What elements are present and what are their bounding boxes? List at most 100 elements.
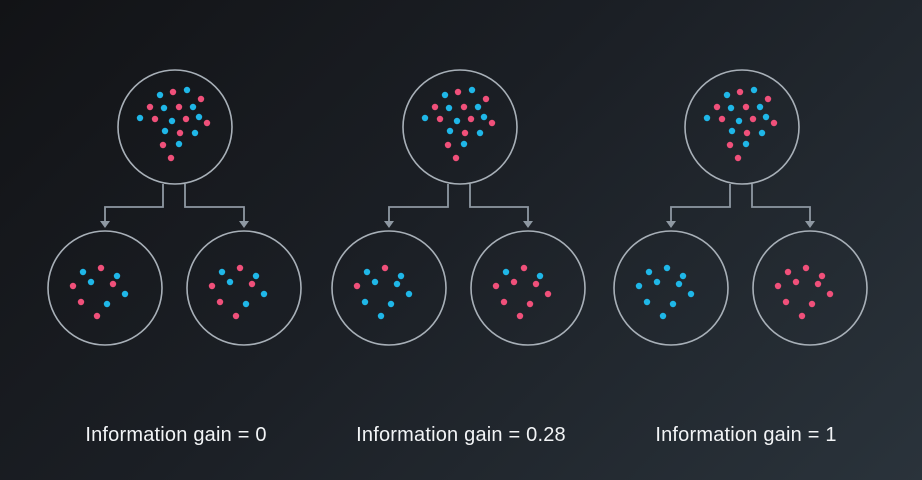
parent-blue-point bbox=[727, 104, 735, 112]
left-child-node bbox=[613, 230, 729, 346]
right-child-pink-point bbox=[818, 272, 826, 280]
parent-pink-point bbox=[734, 154, 742, 162]
left-child-blue-point bbox=[405, 290, 413, 298]
left-child-blue-point bbox=[371, 278, 379, 286]
left-child-blue-point bbox=[87, 278, 95, 286]
caption-diagram-1: Information gain = 0 bbox=[85, 424, 267, 446]
parent-blue-point bbox=[476, 129, 484, 137]
right-child-blue-point bbox=[218, 268, 226, 276]
parent-pink-point bbox=[444, 141, 452, 149]
parent-pink-point bbox=[488, 119, 496, 127]
left-child-blue-point bbox=[635, 282, 643, 290]
right-child-pink-point bbox=[236, 264, 244, 272]
parent-node bbox=[684, 69, 800, 185]
left-child-pink-point bbox=[109, 280, 117, 288]
parent-blue-point bbox=[728, 127, 736, 135]
parent-pink-point bbox=[770, 119, 778, 127]
arrowhead-icon bbox=[523, 221, 533, 228]
parent-pink-point bbox=[460, 103, 468, 111]
left-child-blue-point bbox=[361, 298, 369, 306]
parent-pink-point bbox=[436, 115, 444, 123]
right-child-pink-point bbox=[544, 290, 552, 298]
split-connector-line bbox=[670, 184, 811, 221]
left-child-blue-point bbox=[663, 264, 671, 272]
parent-pink-point bbox=[176, 129, 184, 137]
right-child-blue-point bbox=[502, 268, 510, 276]
right-child-pink-point bbox=[510, 278, 518, 286]
caption-diagram-2: Information gain = 0.28 bbox=[356, 424, 566, 446]
left-child-blue-point bbox=[669, 300, 677, 308]
left-child-blue-point bbox=[679, 272, 687, 280]
right-child-pink-point bbox=[792, 278, 800, 286]
parent-pink-point bbox=[146, 103, 154, 111]
right-child-pink-point bbox=[532, 280, 540, 288]
parent-blue-point bbox=[758, 129, 766, 137]
parent-pink-point bbox=[461, 129, 469, 137]
left-child-blue-point bbox=[659, 312, 667, 320]
right-child-pink-point bbox=[516, 312, 524, 320]
parent-pink-point bbox=[764, 95, 772, 103]
left-child-pink-point bbox=[381, 264, 389, 272]
parent-pink-point bbox=[159, 141, 167, 149]
parent-blue-point bbox=[762, 113, 770, 121]
left-child-node bbox=[47, 230, 163, 346]
left-child-blue-point bbox=[643, 298, 651, 306]
parent-blue-point bbox=[161, 127, 169, 135]
parent-pink-point bbox=[167, 154, 175, 162]
parent-blue-point bbox=[160, 104, 168, 112]
right-child-pink-point bbox=[808, 300, 816, 308]
parent-pink-point bbox=[169, 88, 177, 96]
right-child-node bbox=[470, 230, 586, 346]
right-child-blue-point bbox=[252, 272, 260, 280]
left-child-blue-point bbox=[687, 290, 695, 298]
right-child-pink-point bbox=[500, 298, 508, 306]
parent-blue-point bbox=[468, 86, 476, 94]
parent-blue-point bbox=[168, 117, 176, 125]
left-child-pink-point bbox=[97, 264, 105, 272]
left-child-blue-point bbox=[377, 312, 385, 320]
arrowhead-icon bbox=[805, 221, 815, 228]
tree-diagram-3 bbox=[613, 69, 868, 346]
split-connector-line bbox=[104, 184, 245, 221]
parent-blue-point bbox=[156, 91, 164, 99]
left-child-blue-point bbox=[675, 280, 683, 288]
left-child-blue-point bbox=[653, 278, 661, 286]
left-child-pink-point bbox=[93, 312, 101, 320]
parent-pink-point bbox=[182, 115, 190, 123]
left-child-pink-point bbox=[69, 282, 77, 290]
parent-blue-point bbox=[474, 103, 482, 111]
parent-pink-point bbox=[175, 103, 183, 111]
right-child-pink-point bbox=[492, 282, 500, 290]
right-child-blue-point bbox=[260, 290, 268, 298]
right-child-pink-point bbox=[826, 290, 834, 298]
right-child-pink-point bbox=[520, 264, 528, 272]
parent-blue-point bbox=[191, 129, 199, 137]
right-child-pink-point bbox=[798, 312, 806, 320]
right-child-pink-point bbox=[802, 264, 810, 272]
right-child-pink-point bbox=[208, 282, 216, 290]
left-child-blue-point bbox=[79, 268, 87, 276]
split-connector-line bbox=[388, 184, 529, 221]
right-child-blue-point bbox=[226, 278, 234, 286]
parent-blue-point bbox=[750, 86, 758, 94]
parent-pink-point bbox=[431, 103, 439, 111]
left-child-blue-point bbox=[397, 272, 405, 280]
right-child-pink-point bbox=[248, 280, 256, 288]
parent-blue-point bbox=[480, 113, 488, 121]
parent-blue-point bbox=[445, 104, 453, 112]
right-child-pink-point bbox=[784, 268, 792, 276]
parent-pink-point bbox=[467, 115, 475, 123]
parent-blue-point bbox=[446, 127, 454, 135]
parent-blue-point bbox=[183, 86, 191, 94]
parent-blue-point bbox=[136, 114, 144, 122]
parent-blue-point bbox=[441, 91, 449, 99]
left-child-blue-point bbox=[121, 290, 129, 298]
parent-blue-point bbox=[453, 117, 461, 125]
parent-pink-point bbox=[742, 103, 750, 111]
right-child-pink-point bbox=[526, 300, 534, 308]
parent-blue-point bbox=[742, 140, 750, 148]
right-child-blue-point bbox=[536, 272, 544, 280]
right-child-pink-point bbox=[232, 312, 240, 320]
parent-pink-point bbox=[203, 119, 211, 127]
